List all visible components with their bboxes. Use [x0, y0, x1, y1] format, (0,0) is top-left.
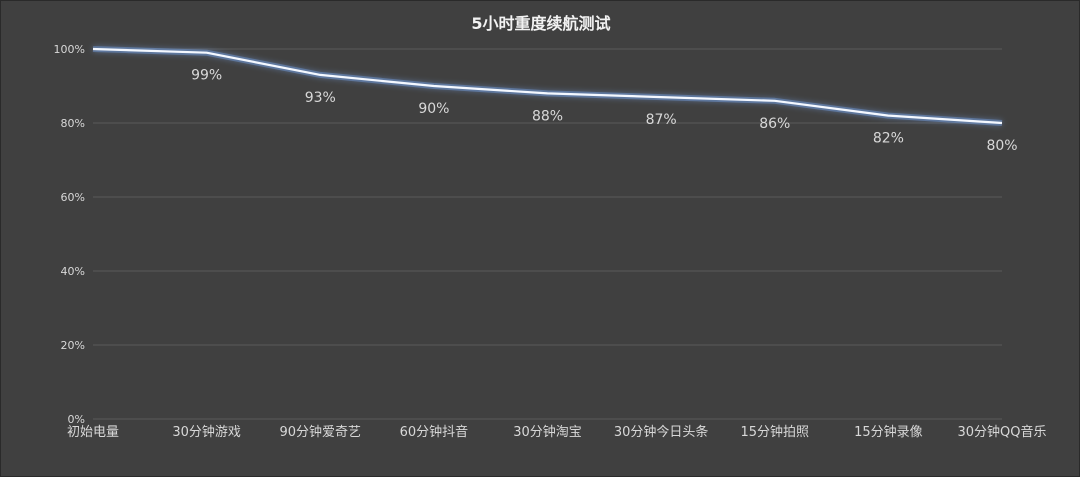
x-tick-label: 60分钟抖音 — [400, 424, 469, 440]
x-tick-label: 90分钟爱奇艺 — [279, 424, 361, 440]
series-line — [92, 46, 1003, 126]
y-tick-label: 80% — [61, 117, 85, 130]
x-tick-label: 初始电量 — [67, 425, 119, 440]
x-tick-label: 15分钟拍照 — [740, 424, 809, 440]
data-label: 88% — [532, 108, 563, 124]
data-label: 82% — [873, 131, 904, 147]
grid-lines — [93, 48, 1002, 420]
x-tick-label: 30分钟今日头条 — [614, 424, 709, 440]
data-label: 87% — [646, 112, 677, 128]
data-labels: 99% 93% 90% 88% 87% 86% 82% 80% — [191, 68, 1018, 154]
chart-title: 5小时重度续航测试 — [471, 14, 611, 33]
y-tick-label: 100% — [54, 43, 85, 56]
y-axis-tick-labels: 0% 20% 40% 60% 80% 100% — [54, 43, 85, 426]
y-tick-label: 0% — [68, 413, 85, 426]
x-axis-tick-labels: 初始电量 30分钟游戏 90分钟爱奇艺 60分钟抖音 30分钟淘宝 30分钟今日头条 15分… — [67, 424, 1047, 440]
data-label: 99% — [191, 68, 222, 84]
x-tick-label: 30分钟淘宝 — [513, 424, 582, 440]
x-tick-label: 30分钟游戏 — [172, 424, 241, 440]
y-tick-label: 20% — [61, 339, 85, 352]
x-tick-label: 30分钟QQ音乐 — [957, 424, 1046, 440]
data-label: 93% — [305, 90, 336, 106]
data-label: 90% — [418, 101, 449, 117]
y-tick-label: 40% — [61, 265, 85, 278]
x-tick-label: 15分钟录像 — [854, 424, 923, 440]
y-tick-label: 60% — [61, 191, 85, 204]
data-label: 80% — [986, 138, 1017, 154]
data-label: 86% — [759, 116, 790, 132]
